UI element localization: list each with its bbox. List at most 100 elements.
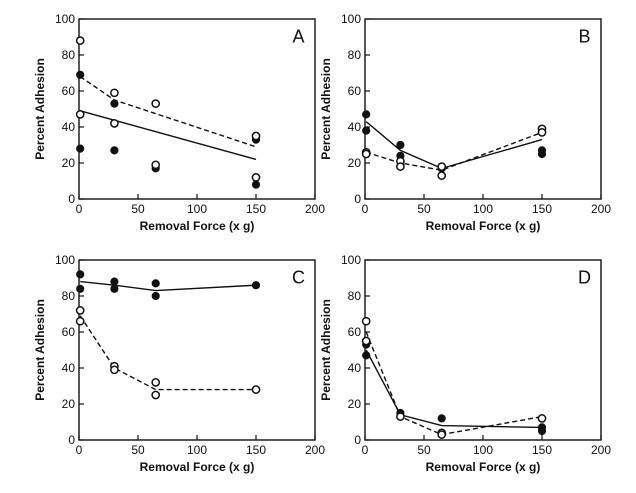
open-data-point xyxy=(396,412,405,421)
y-axis-title: Percent Adhesion xyxy=(33,299,47,401)
open-data-point xyxy=(437,162,447,171)
open-data-point xyxy=(151,160,161,170)
open-data-point xyxy=(251,131,261,141)
filled-data-point xyxy=(110,99,119,108)
x-axis-title: Removal Force (x g) xyxy=(140,219,255,233)
open-data-point xyxy=(110,88,119,98)
x-tick-label: 150 xyxy=(246,202,266,216)
y-tick-label: 100 xyxy=(341,253,361,267)
open-data-point xyxy=(361,336,371,346)
y-tick-label: 20 xyxy=(62,397,76,411)
plot-frame xyxy=(364,18,602,200)
y-tick-label: 40 xyxy=(62,120,76,134)
panel-a: 0 50 100 150 200 0 20 40 60 80 100 Removal Force (x… xyxy=(33,12,325,233)
x-tick-label: 150 xyxy=(532,202,552,216)
y-tick-label: 60 xyxy=(62,84,76,98)
filled-data-point xyxy=(151,279,160,288)
open-series-line xyxy=(365,131,543,171)
x-tick-label: 200 xyxy=(305,202,325,216)
filled-series-line xyxy=(365,349,543,429)
y-tick-label: 0 xyxy=(68,433,75,447)
x-axis-title: Removal Force (x g) xyxy=(140,460,255,474)
open-data-point xyxy=(75,110,85,119)
y-tick-label: 100 xyxy=(341,12,361,26)
panel-label: A xyxy=(292,26,304,46)
y-tick-label: 100 xyxy=(55,12,75,26)
open-data-point xyxy=(537,414,547,423)
filled-data-point xyxy=(396,140,405,150)
open-data-point xyxy=(151,390,161,400)
filled-data-point xyxy=(76,270,85,279)
open-data-point xyxy=(251,173,261,182)
filled-data-point xyxy=(151,291,160,301)
filled-series-line xyxy=(365,121,543,170)
open-series-line xyxy=(79,315,256,391)
x-tick-label: 50 xyxy=(417,443,431,457)
y-tick-label: 20 xyxy=(348,397,362,411)
open-data-point xyxy=(437,430,447,439)
y-tick-label: 20 xyxy=(348,156,362,170)
filled-data-point xyxy=(110,284,119,293)
open-data-point xyxy=(110,365,119,375)
filled-data-point xyxy=(362,110,371,119)
filled-data-point xyxy=(537,426,547,436)
y-axis-title: Percent Adhesion xyxy=(319,299,333,401)
y-tick-label: 40 xyxy=(348,120,362,134)
x-tick-label: 200 xyxy=(591,443,611,457)
open-data-point xyxy=(437,171,447,180)
x-tick-label: 200 xyxy=(591,202,611,216)
x-tick-label: 100 xyxy=(187,202,207,216)
open-data-point xyxy=(75,306,85,315)
y-tick-label: 20 xyxy=(62,156,76,170)
filled-data-point xyxy=(110,146,119,155)
y-tick-label: 60 xyxy=(348,84,362,98)
filled-data-point xyxy=(76,284,85,293)
y-tick-label: 0 xyxy=(354,192,361,206)
open-data-point xyxy=(361,149,371,159)
open-data-point xyxy=(75,36,85,45)
x-tick-label: 0 xyxy=(76,443,83,457)
panel-label: C xyxy=(292,267,305,287)
open-data-point xyxy=(151,378,161,387)
open-data-point xyxy=(75,316,85,326)
y-tick-label: 80 xyxy=(348,48,362,62)
filled-data-point xyxy=(537,149,547,159)
open-data-point xyxy=(251,385,261,394)
y-axis-title: Percent Adhesion xyxy=(319,58,333,160)
panel-label: D xyxy=(578,267,591,287)
x-tick-label: 100 xyxy=(473,202,493,216)
y-tick-label: 60 xyxy=(348,325,362,339)
y-tick-label: 0 xyxy=(354,433,361,447)
x-tick-label: 50 xyxy=(131,202,145,216)
y-tick-label: 40 xyxy=(62,361,76,375)
x-tick-label: 150 xyxy=(246,443,266,457)
filled-data-point xyxy=(76,70,85,79)
plot-frame xyxy=(78,18,316,200)
y-tick-label: 100 xyxy=(55,253,75,267)
filled-data-point xyxy=(76,144,85,153)
filled-series-line xyxy=(80,280,257,292)
x-tick-label: 0 xyxy=(362,202,369,216)
y-tick-label: 80 xyxy=(348,289,362,303)
filled-data-point xyxy=(362,351,371,360)
x-tick-label: 0 xyxy=(76,202,83,216)
x-tick-label: 150 xyxy=(532,443,552,457)
open-series-line xyxy=(365,331,543,436)
open-data-point xyxy=(396,162,405,171)
y-tick-label: 80 xyxy=(62,289,76,303)
y-tick-label: 60 xyxy=(62,325,76,339)
filled-data-point xyxy=(110,277,119,286)
filled-data-point xyxy=(437,414,446,423)
panel-b: 0 50 100 150 200 0 20 40 60 80 100 Removal Force (x… xyxy=(319,12,611,233)
panel-label: B xyxy=(578,26,590,46)
x-tick-label: 100 xyxy=(187,443,207,457)
x-tick-label: 50 xyxy=(131,443,145,457)
y-tick-label: 40 xyxy=(348,361,362,375)
y-tick-label: 80 xyxy=(62,48,76,62)
open-data-point xyxy=(537,128,547,137)
open-data-point xyxy=(110,119,119,128)
filled-data-point xyxy=(251,180,261,189)
y-axis-title: Percent Adhesion xyxy=(33,58,47,160)
x-axis-title: Removal Force (x g) xyxy=(426,460,541,474)
